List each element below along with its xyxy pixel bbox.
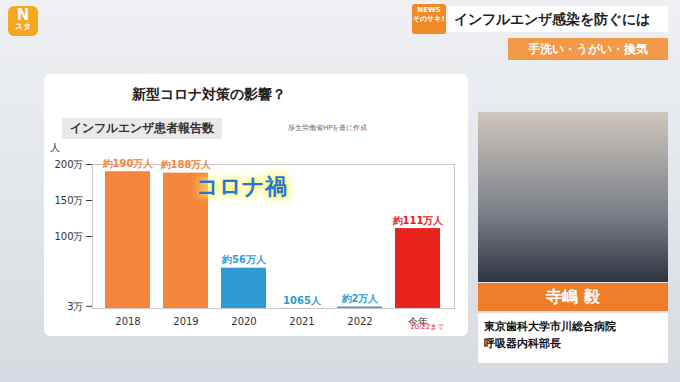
svg-text:3万: 3万 [67, 301, 83, 312]
html-text:インフルエンザ患者報告数: インフルエンザ患者報告数 [70, 121, 214, 135]
svg-text:今年: 今年 [408, 315, 428, 327]
html-text:インフルエンザ感染を防ぐには: インフルエンザ感染を防ぐには [454, 11, 650, 27]
svg-text:2022: 2022 [347, 316, 372, 327]
html-text:そのサキ!: そのサキ! [413, 15, 445, 24]
html-text:NEWS: NEWS [417, 6, 441, 14]
svg-text:150万: 150万 [54, 195, 83, 206]
html-text:手洗い・うがい・換気: 手洗い・うがい・換気 [528, 42, 648, 56]
html-text:10/22まで: 10/22まで [410, 323, 445, 331]
html-text:新型コロナ対策の影響？: 新型コロナ対策の影響？ [132, 86, 286, 102]
svg-text:約188万人: 約188万人 [160, 159, 213, 170]
svg-text:人: 人 [50, 142, 60, 153]
html-text:寺嶋 毅: 寺嶋 毅 [546, 287, 600, 306]
html-text:東京歯科大学市川総合病院: 東京歯科大学市川総合病院 [484, 320, 616, 333]
html-text:N: N [16, 6, 30, 24]
svg-text:2021: 2021 [289, 316, 314, 327]
svg-text:約111万人: 約111万人 [392, 215, 445, 226]
svg-text:2020: 2020 [231, 316, 256, 327]
svg-text:200万: 200万 [54, 159, 83, 170]
svg-text:2019: 2019 [173, 316, 198, 327]
svg-text:2018: 2018 [115, 316, 140, 327]
svg-text:100万: 100万 [54, 231, 83, 242]
svg-text:約2万人: 約2万人 [341, 293, 380, 304]
html-text:厚生労働省HPを基に作成: 厚生労働省HPを基に作成 [288, 124, 368, 132]
html-text:呼吸器内科部長: 呼吸器内科部長 [484, 336, 561, 350]
svg-text:約190万人: 約190万人 [102, 158, 155, 169]
svg-text:1065人: 1065人 [283, 295, 322, 306]
html-text:コロナ禍: コロナ禍 [196, 174, 287, 199]
html-text:スタ: スタ [15, 22, 31, 31]
svg-text:約56万人: 約56万人 [221, 254, 267, 265]
